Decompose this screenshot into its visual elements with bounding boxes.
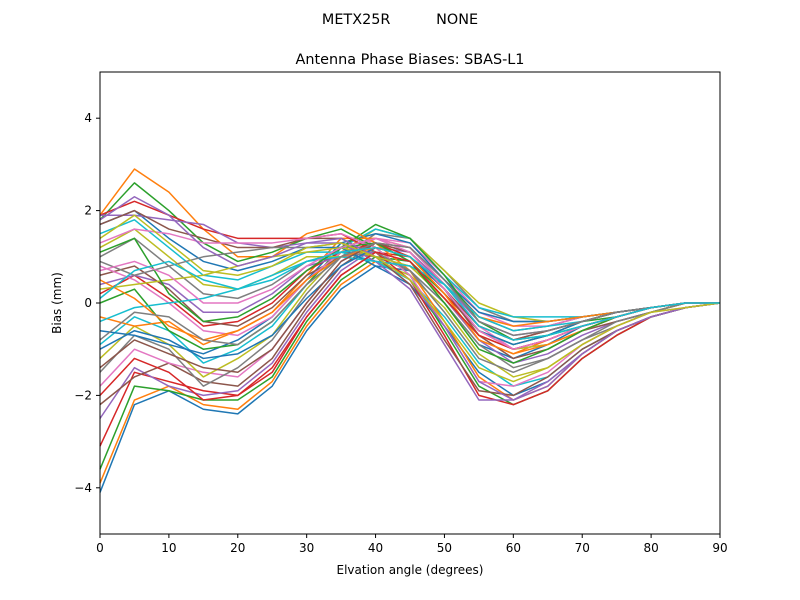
y-axis-label: Bias (mm) xyxy=(50,272,64,334)
figure-suptitle: METX25R NONE xyxy=(322,12,478,28)
chart-title: Antenna Phase Biases: SBAS-L1 xyxy=(296,52,525,68)
x-tick-label: 80 xyxy=(643,541,658,555)
x-ticks: 0 10 20 30 40 50 60 70 80 90 xyxy=(96,534,728,555)
series-line-39 xyxy=(99,214,721,383)
x-tick-label: 20 xyxy=(230,541,245,555)
series-line-15 xyxy=(99,251,720,364)
x-tick-label: 90 xyxy=(712,541,727,555)
x-tick-label: 0 xyxy=(96,541,104,555)
y-tick-label: −2 xyxy=(74,388,92,402)
x-tick-label: 10 xyxy=(161,541,176,555)
y-ticks: 4 2 0 −2 −4 xyxy=(74,111,100,495)
y-tick-label: 2 xyxy=(84,204,92,218)
x-tick-label: 30 xyxy=(299,541,314,555)
series-line-38 xyxy=(99,242,720,346)
series-group xyxy=(99,168,721,493)
x-tick-label: 70 xyxy=(575,541,590,555)
series-line-28 xyxy=(99,242,720,374)
y-tick-label: 0 xyxy=(84,296,92,310)
y-tick-label: 4 xyxy=(84,111,92,125)
x-tick-label: 60 xyxy=(506,541,521,555)
x-tick-label: 40 xyxy=(368,541,383,555)
y-tick-label: −4 xyxy=(74,481,92,495)
series-line-40 xyxy=(99,246,720,341)
x-axis-label: Elvation angle (degrees) xyxy=(337,563,484,577)
x-tick-label: 50 xyxy=(437,541,452,555)
